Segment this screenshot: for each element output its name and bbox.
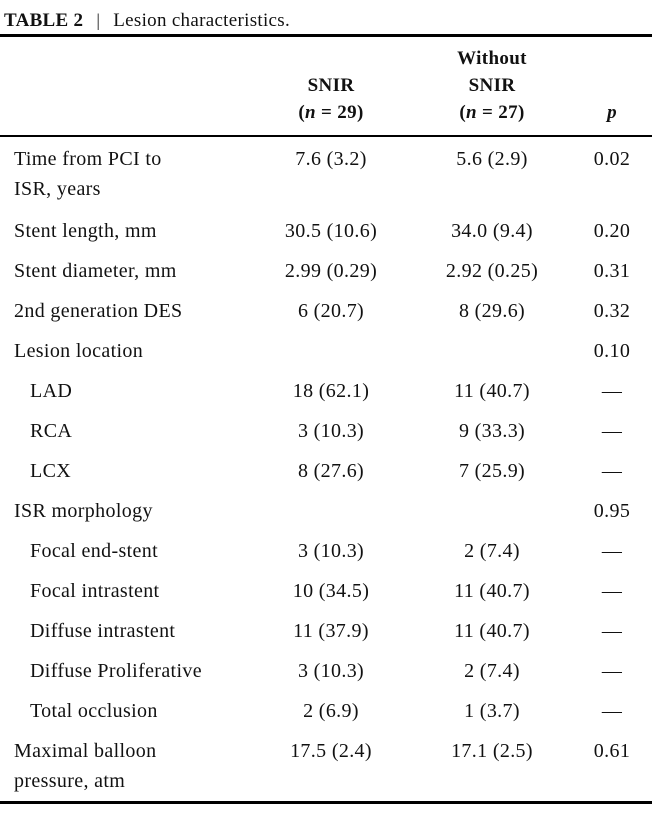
bottom-rule <box>0 801 652 804</box>
lesion-characteristics-table: SNIR (n = 29) Without SNIR (n = 27) p Ti… <box>0 37 652 801</box>
without-snir-value-cell: 17.1 (2.5) <box>451 740 533 762</box>
table-row: Stent length, mm 30.5 (10.6) 34.0 (9.4) … <box>0 211 652 251</box>
caption-text: Lesion characteristics. <box>113 10 291 31</box>
row-label-cell: Diffuse Proliferative <box>30 660 202 682</box>
row-label-cell: Time from PCI to ISR, years <box>14 148 162 200</box>
without-snir-value-cell: 1 (3.7) <box>464 700 520 722</box>
table-row: Focal end-stent 3 (10.3) 2 (7.4) — <box>0 531 652 571</box>
table-number-label: TABLE 2 <box>4 10 84 31</box>
header-snir-name: SNIR <box>307 75 355 96</box>
without-snir-value-cell <box>412 331 572 371</box>
p-value-cell: 0.32 <box>593 300 631 322</box>
without-snir-value-cell: 7 (25.9) <box>458 460 526 482</box>
row-label-cell: LCX <box>30 460 72 482</box>
snir-value-cell: 18 (62.1) <box>292 380 370 402</box>
table-row: RCA 3 (10.3) 9 (33.3) — <box>0 411 652 451</box>
p-value-cell: — <box>601 420 623 442</box>
row-label-cell: 2nd generation DES <box>14 300 183 322</box>
table-row: Diffuse Proliferative 3 (10.3) 2 (7.4) — <box>0 651 652 691</box>
top-rule <box>0 34 652 37</box>
p-value-cell: 0.20 <box>593 220 631 242</box>
without-snir-value-cell: 34.0 (9.4) <box>451 220 533 242</box>
p-value-cell: — <box>601 700 623 722</box>
without-snir-value-cell <box>412 491 572 531</box>
header-snir-count: (n = 29) <box>298 102 364 123</box>
table-row: Time from PCI to ISR, years 7.6 (3.2) 5.… <box>0 136 652 211</box>
row-label-cell: Lesion location <box>14 340 144 362</box>
p-value-cell: — <box>601 660 623 682</box>
caption-separator: | <box>96 10 101 30</box>
table-row: Stent diameter, mm 2.99 (0.29) 2.92 (0.2… <box>0 251 652 291</box>
row-label-cell: Total occlusion <box>30 700 158 722</box>
table-caption: TABLE 2 | Lesion characteristics. <box>0 0 652 34</box>
p-value-cell: 0.61 <box>593 740 631 762</box>
row-label-cell: Maximal balloon pressure, atm <box>14 740 157 792</box>
header-col-p: p <box>572 37 652 137</box>
table-row: Diffuse intrastent 11 (37.9) 11 (40.7) — <box>0 611 652 651</box>
table-row-section: ISR morphology 0.95 <box>0 491 652 531</box>
without-snir-value-cell: 8 (29.6) <box>458 300 526 322</box>
without-snir-value-cell: 2 (7.4) <box>464 660 520 682</box>
without-snir-value-cell: 11 (40.7) <box>454 620 530 642</box>
snir-value-cell: 3 (10.3) <box>297 540 365 562</box>
snir-value-cell: 11 (37.9) <box>293 620 369 642</box>
p-value-cell: — <box>601 540 623 562</box>
header-row-label-spacer <box>0 37 250 137</box>
row-label-cell: Diffuse intrastent <box>30 620 176 642</box>
p-value-cell: — <box>601 580 623 602</box>
snir-value-cell: 2.99 (0.29) <box>284 260 378 282</box>
table-row: 2nd generation DES 6 (20.7) 8 (29.6) 0.3… <box>0 291 652 331</box>
row-label-cell: LAD <box>30 380 73 402</box>
header-col-snir: SNIR (n = 29) <box>250 37 412 137</box>
without-snir-value-cell: 5.6 (2.9) <box>456 148 528 170</box>
snir-value-cell: 6 (20.7) <box>297 300 365 322</box>
table-row: Focal intrastent 10 (34.5) 11 (40.7) — <box>0 571 652 611</box>
snir-value-cell: 17.5 (2.4) <box>290 740 372 762</box>
header-without-count: (n = 27) <box>459 102 525 123</box>
italic-p: p <box>607 102 617 123</box>
row-label-cell: Focal end-stent <box>30 540 158 562</box>
snir-value-cell: 3 (10.3) <box>297 420 365 442</box>
row-label-cell: RCA <box>30 420 73 442</box>
without-snir-value-cell: 11 (40.7) <box>454 580 530 602</box>
header-without-line2: SNIR <box>468 75 516 96</box>
table-row: Maximal balloon pressure, atm 17.5 (2.4)… <box>0 731 652 801</box>
p-value-cell: 0.95 <box>593 500 631 522</box>
table-body: Time from PCI to ISR, years 7.6 (3.2) 5.… <box>0 136 652 801</box>
p-value-cell: — <box>601 460 623 482</box>
snir-value-cell: 30.5 (10.6) <box>284 220 378 242</box>
snir-value-cell: 8 (27.6) <box>297 460 365 482</box>
table-header: SNIR (n = 29) Without SNIR (n = 27) p <box>0 37 652 137</box>
row-label-cell: Focal intrastent <box>30 580 160 602</box>
without-snir-value-cell: 2.92 (0.25) <box>445 260 539 282</box>
p-value-cell: 0.02 <box>593 148 631 170</box>
table-row: Total occlusion 2 (6.9) 1 (3.7) — <box>0 691 652 731</box>
without-snir-value-cell: 11 (40.7) <box>454 380 530 402</box>
without-snir-value-cell: 2 (7.4) <box>464 540 520 562</box>
p-value-cell: — <box>601 620 623 642</box>
header-without-line1: Without <box>457 48 527 69</box>
without-snir-value-cell: 9 (33.3) <box>458 420 526 442</box>
snir-value-cell: 3 (10.3) <box>297 660 365 682</box>
snir-value-cell: 7.6 (3.2) <box>295 148 367 170</box>
p-value-cell: 0.31 <box>593 260 631 282</box>
snir-value-cell <box>250 491 412 531</box>
snir-value-cell: 2 (6.9) <box>303 700 359 722</box>
row-label-cell: ISR morphology <box>14 500 153 522</box>
italic-n: n <box>466 102 477 123</box>
row-label-cell: Stent length, mm <box>14 220 157 242</box>
italic-n: n <box>305 102 316 123</box>
snir-value-cell <box>250 331 412 371</box>
table-row: LAD 18 (62.1) 11 (40.7) — <box>0 371 652 411</box>
p-value-cell: 0.10 <box>593 340 631 362</box>
snir-value-cell: 10 (34.5) <box>292 580 370 602</box>
row-label-cell: Stent diameter, mm <box>14 260 177 282</box>
header-col-without-snir: Without SNIR (n = 27) <box>412 37 572 137</box>
table-row-section: Lesion location 0.10 <box>0 331 652 371</box>
table-row: LCX 8 (27.6) 7 (25.9) — <box>0 451 652 491</box>
p-value-cell: — <box>601 380 623 402</box>
header-row: SNIR (n = 29) Without SNIR (n = 27) p <box>0 37 652 137</box>
